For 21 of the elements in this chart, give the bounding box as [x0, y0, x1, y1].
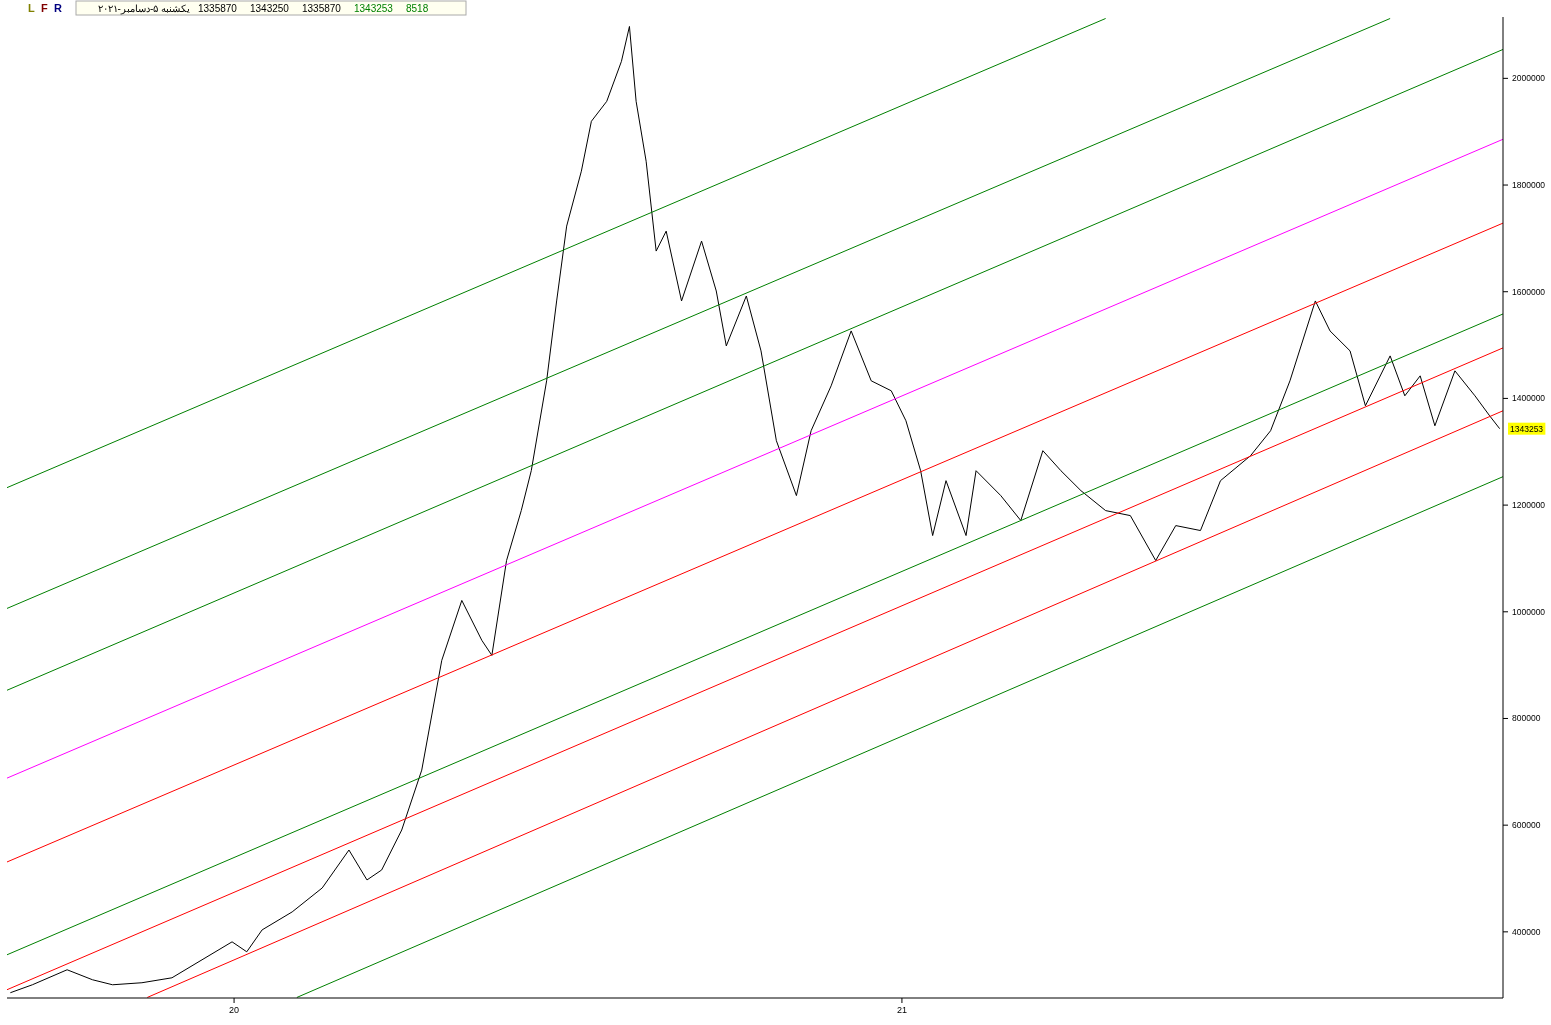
- text: L: [28, 2, 35, 14]
- text: F: [41, 2, 48, 14]
- x-tick-label: 21: [896, 1005, 907, 1015]
- text: 1335870: [302, 3, 342, 14]
- x-tick-label: 20: [229, 1005, 240, 1015]
- annotation: 1343253: [1510, 423, 1544, 434]
- text: 1343250: [250, 3, 290, 14]
- text: یکشنبه ۵-دسامبر-۲۰۲۱: [97, 3, 190, 15]
- text: 1335870: [198, 3, 238, 14]
- text: R: [54, 2, 62, 14]
- y-tick-label: 2000000: [1512, 73, 1546, 84]
- y-tick-label: 600000: [1512, 820, 1541, 831]
- y-tick-label: 800000: [1512, 713, 1541, 724]
- y-tick-label: 1600000: [1512, 286, 1546, 297]
- y-tick-label: 400000: [1512, 926, 1541, 937]
- y-tick-label: 1000000: [1512, 606, 1546, 617]
- text: 1343253: [354, 3, 394, 14]
- y-tick-label: 1200000: [1512, 500, 1546, 511]
- y-tick-label: 1800000: [1512, 180, 1546, 191]
- y-tick-label: 1400000: [1512, 393, 1546, 404]
- text: 8518: [406, 3, 429, 14]
